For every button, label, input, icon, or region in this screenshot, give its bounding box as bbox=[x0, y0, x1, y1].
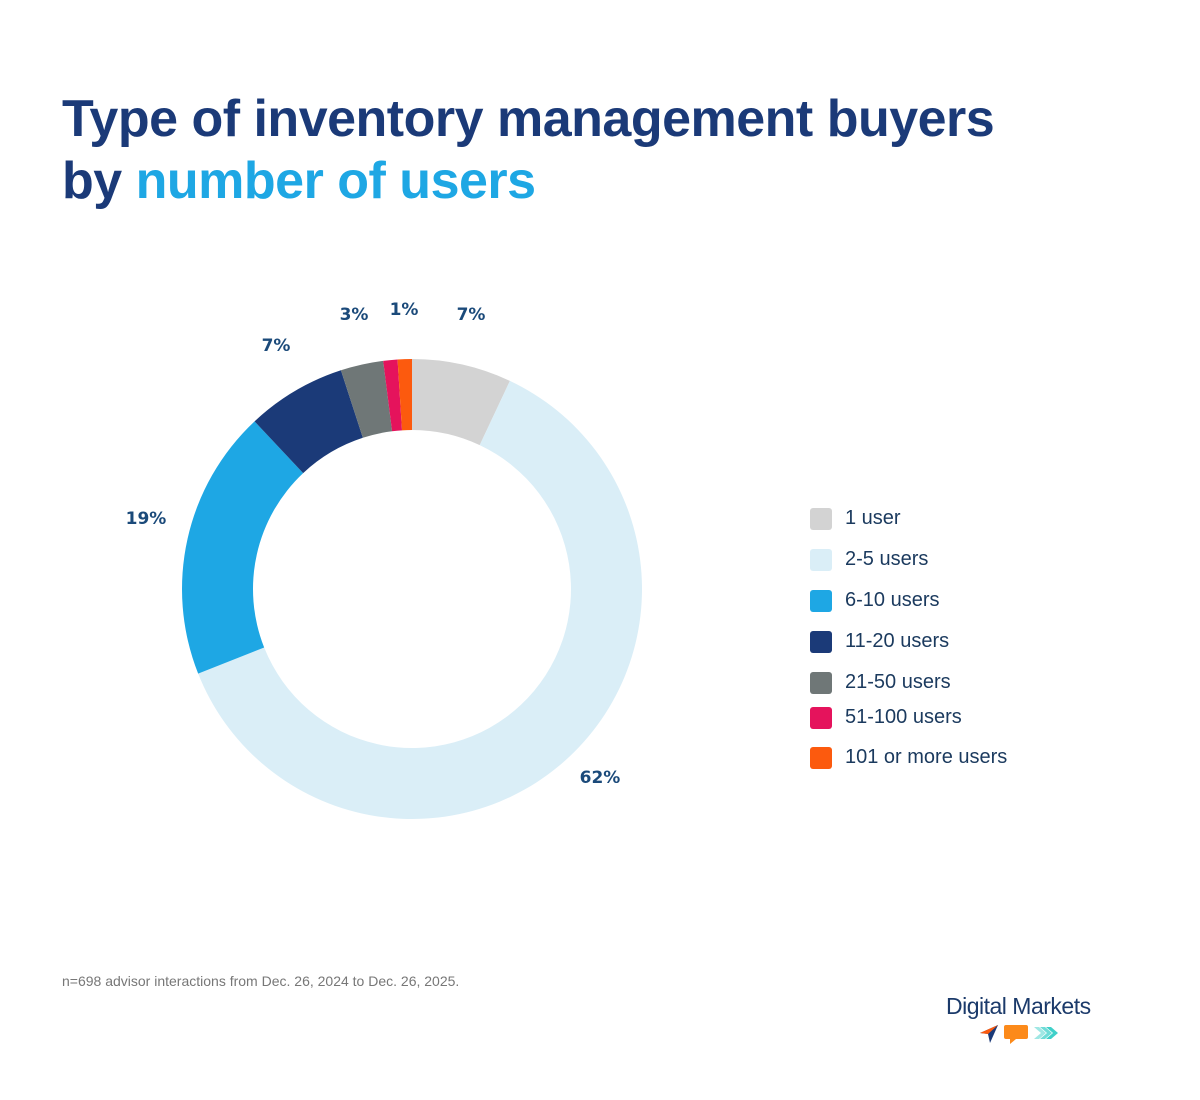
donut-segment-1-user bbox=[412, 359, 510, 446]
legend-item: 11-20 users bbox=[810, 630, 949, 653]
legend-label: 6-10 users bbox=[845, 589, 940, 611]
logo: Digital Markets bbox=[946, 993, 1096, 1044]
donut-segment-101-or-more-users bbox=[397, 359, 412, 431]
logo-icons bbox=[980, 1025, 1058, 1044]
donut-segment-6-10-users bbox=[182, 421, 304, 674]
legend-label: 1 user bbox=[845, 507, 901, 529]
legend-item: 1 user bbox=[810, 507, 901, 530]
title-accent: number of users bbox=[135, 152, 536, 210]
logo-text: Digital Markets bbox=[946, 993, 1091, 1019]
data-label: 19% bbox=[126, 509, 167, 529]
data-label: 3% bbox=[340, 305, 369, 325]
legend-swatch bbox=[810, 746, 832, 769]
legend-item: 6-10 users bbox=[810, 589, 940, 612]
legend-swatch bbox=[810, 630, 832, 653]
legend-label: 21-50 users bbox=[845, 671, 951, 693]
chevrons-icon bbox=[1034, 1027, 1058, 1039]
legend-swatch bbox=[810, 706, 832, 729]
legend-label: 51-100 users bbox=[845, 706, 962, 728]
legend-label: 2-5 users bbox=[845, 548, 929, 570]
footnote: n=698 advisor interactions from Dec. 26,… bbox=[62, 973, 460, 989]
legend-item: 2-5 users bbox=[810, 548, 928, 571]
legend-label: 101 or more users bbox=[845, 746, 1008, 768]
legend-swatch bbox=[810, 671, 832, 694]
chart-title: Type of inventory management buyers by n… bbox=[62, 88, 995, 212]
donut-segment-2-5-users bbox=[198, 380, 642, 819]
data-label: 62% bbox=[580, 768, 621, 788]
donut-segment-11-20-users bbox=[254, 370, 363, 474]
donut-segment-51-100-users bbox=[383, 359, 403, 432]
data-label: 7% bbox=[262, 336, 291, 356]
donut-segment-21-50-users bbox=[340, 360, 393, 438]
data-label: 7% bbox=[457, 305, 486, 325]
chat-bubble-icon bbox=[1004, 1025, 1028, 1044]
legend-item: 51-100 users bbox=[810, 706, 962, 729]
title-line-2: by bbox=[62, 152, 136, 210]
legend-swatch bbox=[810, 507, 832, 530]
arrow-icon bbox=[980, 1025, 998, 1043]
data-label: 1% bbox=[390, 300, 419, 320]
legend-item: 101 or more users bbox=[810, 746, 1007, 769]
legend-label: 11-20 users bbox=[845, 630, 950, 652]
legend-item: 21-50 users bbox=[810, 671, 951, 694]
legend-swatch bbox=[810, 548, 832, 571]
legend-swatch bbox=[810, 589, 832, 612]
title-line-1: Type of inventory management buyers bbox=[62, 90, 995, 148]
